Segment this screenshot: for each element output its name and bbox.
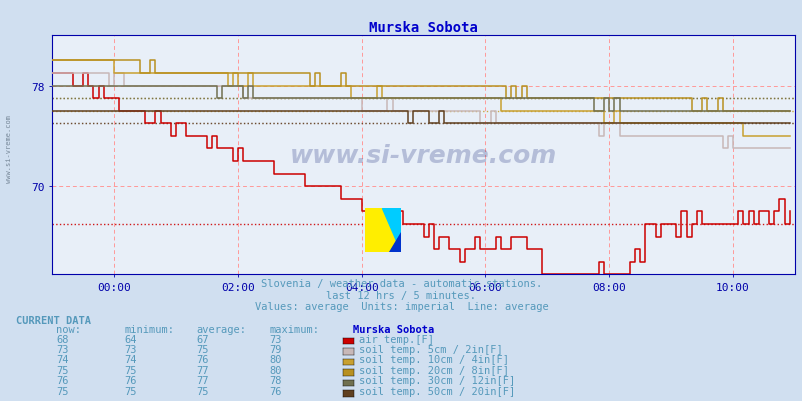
Text: 76: 76 (269, 386, 282, 396)
Text: 75: 75 (196, 386, 209, 396)
Text: 64: 64 (124, 334, 137, 344)
Text: www.si-vreme.com: www.si-vreme.com (6, 114, 12, 182)
Text: average:: average: (196, 324, 246, 334)
Text: 77: 77 (196, 365, 209, 375)
Text: 73: 73 (124, 344, 137, 354)
Text: 74: 74 (124, 354, 137, 365)
Text: 75: 75 (196, 344, 209, 354)
Text: 80: 80 (269, 365, 282, 375)
Text: 75: 75 (124, 365, 137, 375)
Text: 76: 76 (56, 375, 69, 385)
Text: minimum:: minimum: (124, 324, 174, 334)
Text: 74: 74 (56, 354, 69, 365)
Text: soil temp. 10cm / 4in[F]: soil temp. 10cm / 4in[F] (358, 354, 508, 365)
Text: air temp.[F]: air temp.[F] (358, 334, 433, 344)
Text: Murska Sobota: Murska Sobota (353, 324, 434, 334)
Text: CURRENT DATA: CURRENT DATA (16, 315, 91, 325)
Text: 77: 77 (196, 375, 209, 385)
Text: 76: 76 (124, 375, 137, 385)
Text: Slovenia / weather data - automatic stations.: Slovenia / weather data - automatic stat… (261, 279, 541, 289)
Text: 73: 73 (269, 334, 282, 344)
Text: soil temp. 5cm / 2in[F]: soil temp. 5cm / 2in[F] (358, 344, 502, 354)
Text: 76: 76 (196, 354, 209, 365)
Text: 78: 78 (269, 375, 282, 385)
Polygon shape (381, 209, 401, 253)
Text: 67: 67 (196, 334, 209, 344)
Text: now:: now: (56, 324, 81, 334)
Text: soil temp. 20cm / 8in[F]: soil temp. 20cm / 8in[F] (358, 365, 508, 375)
Text: 75: 75 (124, 386, 137, 396)
Text: 75: 75 (56, 386, 69, 396)
Text: maximum:: maximum: (269, 324, 318, 334)
Text: 68: 68 (56, 334, 69, 344)
Polygon shape (388, 233, 401, 253)
Text: www.si-vreme.com: www.si-vreme.com (290, 144, 557, 167)
Text: Values: average  Units: imperial  Line: average: Values: average Units: imperial Line: av… (254, 302, 548, 312)
Text: 79: 79 (269, 344, 282, 354)
Text: last 12 hrs / 5 minutes.: last 12 hrs / 5 minutes. (326, 291, 476, 301)
Text: 73: 73 (56, 344, 69, 354)
Text: soil temp. 30cm / 12in[F]: soil temp. 30cm / 12in[F] (358, 375, 515, 385)
Title: Murska Sobota: Murska Sobota (369, 21, 477, 35)
Text: soil temp. 50cm / 20in[F]: soil temp. 50cm / 20in[F] (358, 386, 515, 396)
Text: 75: 75 (56, 365, 69, 375)
Text: 80: 80 (269, 354, 282, 365)
